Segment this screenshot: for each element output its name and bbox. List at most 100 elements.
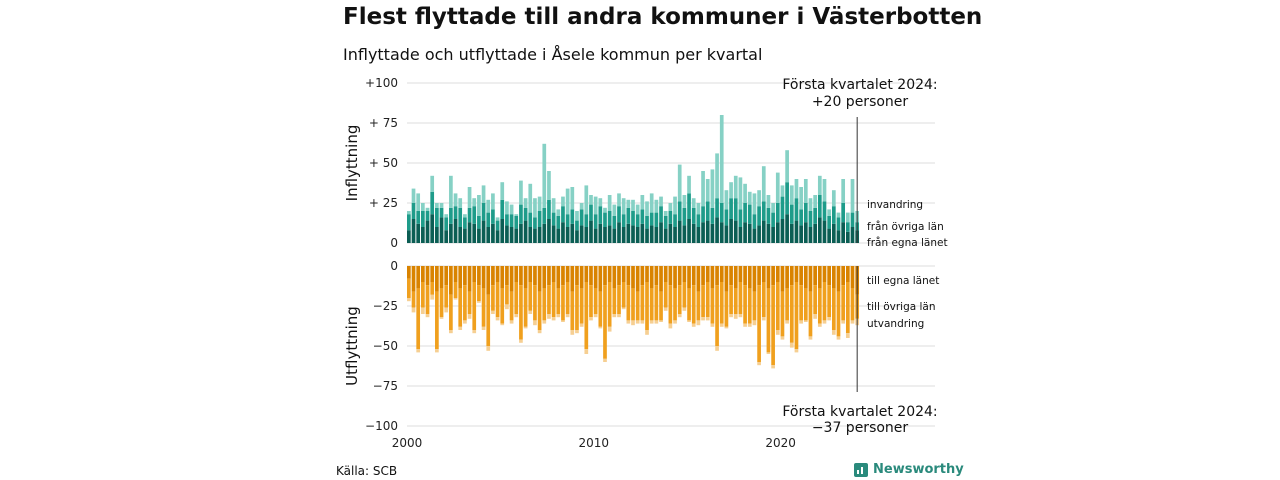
bar-segment [808, 227, 813, 243]
bar-segment [710, 207, 715, 224]
bar-segment [813, 285, 817, 314]
bar-segment [668, 266, 673, 286]
bar-segment [850, 227, 855, 243]
bar-segment [719, 115, 724, 203]
bar-segment [668, 203, 673, 211]
bar-segment [705, 201, 710, 221]
bar-segment [477, 266, 481, 286]
bar-segment [649, 320, 654, 324]
bar-segment [519, 204, 523, 224]
bar-segment [593, 228, 598, 243]
bar-segment [705, 317, 710, 321]
bar-segment [598, 291, 603, 327]
bar-segment [677, 201, 682, 221]
bar-segment [565, 188, 570, 215]
bar-segment [733, 266, 738, 289]
bar-segment [771, 285, 775, 366]
bar-segment [780, 336, 785, 340]
bar-segment [724, 326, 729, 329]
bar-segment [836, 336, 841, 340]
bar-segment [761, 220, 766, 243]
bar-segment [593, 266, 598, 289]
bar-segment [533, 266, 537, 286]
bar-segment [467, 187, 472, 208]
x-tick-label: 2010 [579, 436, 610, 450]
bar-segment [827, 228, 831, 243]
bar-segment [789, 185, 794, 205]
y-tick-label: −75 [373, 379, 398, 393]
bar-segment [682, 266, 687, 282]
bar-segment [612, 266, 617, 289]
bar-segment [547, 171, 551, 200]
bar-segment [458, 288, 463, 327]
bar-segment [743, 183, 747, 203]
bar-segment [701, 266, 705, 286]
bar-segment [481, 203, 486, 221]
bar-segment [500, 219, 505, 243]
bar-segment [519, 339, 523, 343]
bar-segment [771, 212, 775, 227]
y-tick-label: −100 [365, 419, 398, 433]
bar-segment [696, 203, 701, 215]
bar-segment [668, 323, 673, 329]
bar-segment [603, 227, 607, 243]
bar-segment [710, 288, 715, 324]
source-note: Källa: SCB [336, 464, 398, 478]
bar-segment [836, 217, 841, 231]
bar-segment [528, 227, 533, 243]
bar-segment [491, 266, 495, 286]
bar-segment [495, 282, 500, 318]
bar-segment [533, 198, 537, 218]
bar-segment [570, 187, 575, 210]
bar-segment [533, 320, 537, 326]
bar-segment [621, 227, 626, 243]
bar-segment [421, 307, 425, 314]
bar-segment [449, 294, 453, 330]
bar-segment [789, 223, 794, 243]
bar-segment [631, 225, 635, 243]
bar-segment [659, 320, 663, 322]
bar-segment [533, 217, 537, 229]
bar-segment [435, 207, 439, 227]
bar-segment [803, 288, 808, 321]
bar-segment [645, 201, 649, 216]
bar-segment [579, 288, 584, 324]
bar-segment [719, 203, 724, 223]
bar-segment [715, 153, 719, 199]
bar-segment [514, 214, 519, 216]
bar-segment [729, 285, 733, 314]
bar-segment [472, 223, 477, 243]
bar-segment [645, 282, 649, 330]
bar-segment [785, 214, 789, 243]
bar-segment [766, 223, 771, 243]
bar-segment [575, 220, 579, 231]
bar-segment [575, 285, 579, 330]
bar-segment [472, 282, 477, 330]
bar-segment [757, 190, 761, 207]
bar-segment [705, 220, 710, 243]
bar-segment [551, 212, 556, 226]
bar-segment [850, 320, 855, 324]
bar-segment [523, 326, 528, 329]
bar-segment [575, 230, 579, 243]
y-tick-label: 0 [390, 236, 398, 250]
bar-segment [486, 199, 491, 213]
bar-segment [603, 212, 607, 227]
bar-segment [715, 198, 719, 218]
bar-segment [757, 285, 761, 362]
outflow-bars [407, 266, 860, 369]
bar-segment [612, 288, 617, 314]
bar-segment [710, 266, 715, 289]
bar-segment [435, 349, 439, 353]
bar-segment [701, 171, 705, 207]
bar-segment [435, 203, 439, 208]
bar-segment [631, 320, 635, 326]
bar-segment [477, 285, 481, 302]
bar-segment [696, 227, 701, 243]
series-label: från egna länet [867, 236, 948, 249]
bar-segment [458, 207, 463, 227]
bar-segment [500, 323, 505, 326]
bar-segment [542, 288, 547, 321]
bar-segment [635, 227, 640, 243]
bar-segment [682, 195, 687, 208]
